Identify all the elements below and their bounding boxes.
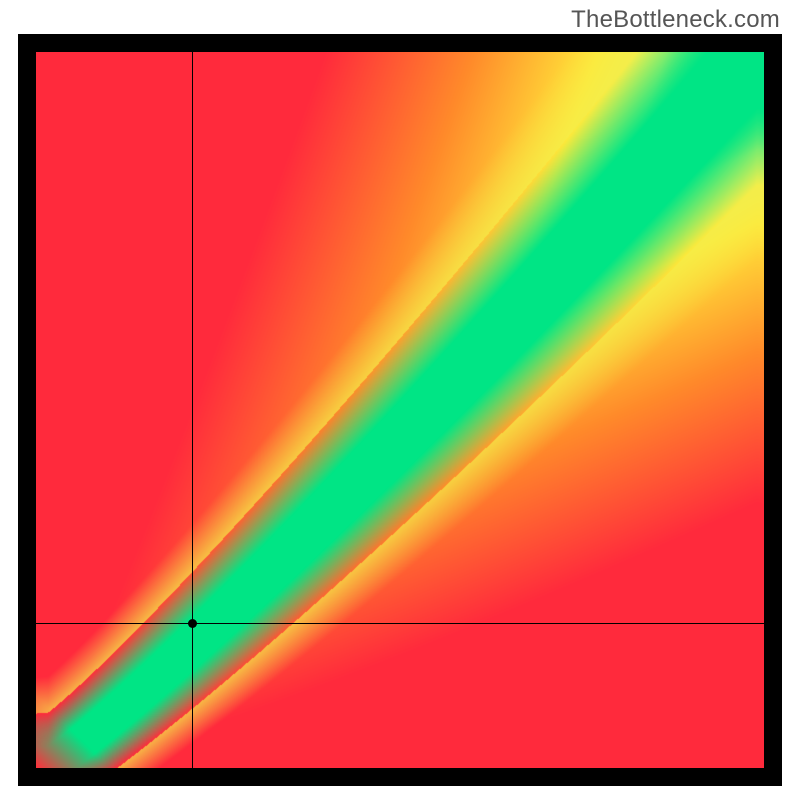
heatmap-canvas bbox=[36, 52, 764, 768]
crosshair-horizontal bbox=[36, 623, 764, 624]
crosshair-dot bbox=[188, 619, 197, 628]
watermark-text: TheBottleneck.com bbox=[571, 6, 780, 34]
crosshair-vertical bbox=[192, 52, 193, 768]
chart-container: TheBottleneck.com bbox=[0, 0, 800, 800]
